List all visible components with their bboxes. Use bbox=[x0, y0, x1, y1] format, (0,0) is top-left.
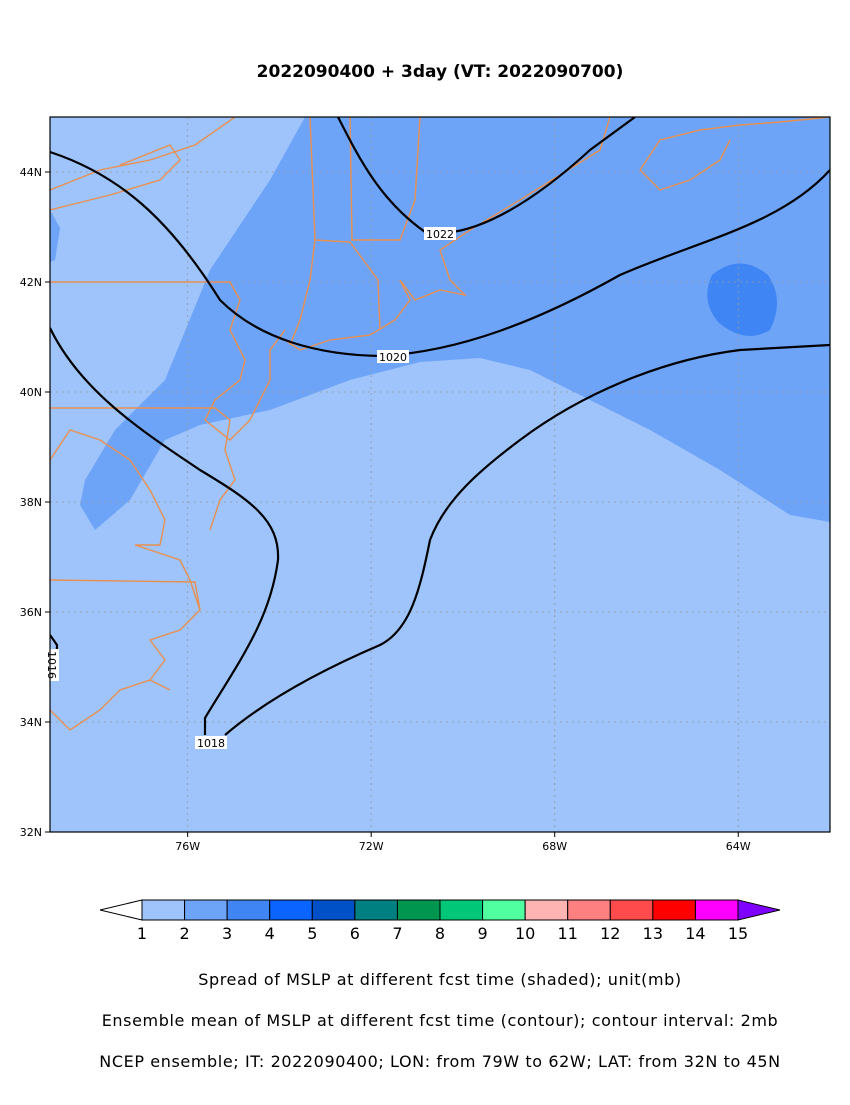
coastline bbox=[50, 407, 236, 531]
colorbar-label: 5 bbox=[307, 924, 317, 943]
colorbar-label: 7 bbox=[392, 924, 402, 943]
colorbar-box bbox=[652, 899, 696, 921]
colorbar-box bbox=[269, 899, 313, 921]
y-tick-label: 42N bbox=[20, 276, 42, 289]
contour-label: 1022 bbox=[424, 227, 456, 241]
title: 2022090400 + 3day (VT: 2022090700) bbox=[257, 62, 624, 82]
coastline bbox=[50, 281, 286, 441]
coastline bbox=[639, 139, 731, 191]
coastline bbox=[284, 117, 611, 351]
colorbar-box bbox=[396, 899, 441, 921]
colorbar-box bbox=[524, 899, 569, 921]
colorbar-label: 10 bbox=[515, 924, 535, 943]
colorbar-box bbox=[694, 899, 739, 921]
colorbar-label: 12 bbox=[600, 924, 620, 943]
y-tick-label: 34N bbox=[20, 716, 42, 729]
coastline bbox=[349, 117, 421, 241]
contour-value: 1022 bbox=[426, 228, 454, 241]
caption: Spread of MSLP at different fcst time (s… bbox=[198, 970, 682, 989]
map-area bbox=[50, 117, 830, 832]
x-tick-label: 72W bbox=[359, 840, 384, 853]
colorbar: 1 2 3 4 5 6 7 8 9 10 11 12 13 14 15 bbox=[99, 899, 781, 943]
caption: NCEP ensemble; IT: 2022090400; LON: from… bbox=[99, 1052, 780, 1071]
colorbar-label: 14 bbox=[685, 924, 705, 943]
colorbar-box bbox=[439, 899, 484, 921]
contour-line bbox=[50, 327, 830, 736]
colorbar-under bbox=[99, 899, 143, 921]
y-tick-label: 36N bbox=[20, 606, 42, 619]
colorbar-label: 2 bbox=[179, 924, 189, 943]
coastlines bbox=[50, 117, 830, 731]
coastline bbox=[50, 117, 236, 191]
y-tick-label: 40N bbox=[20, 386, 42, 399]
coastline bbox=[50, 144, 181, 211]
label-box bbox=[377, 350, 409, 363]
colorbar-label: 3 bbox=[222, 924, 232, 943]
x-tick-label: 68W bbox=[542, 840, 567, 853]
shade-level-2 bbox=[80, 117, 830, 530]
y-tick-label: 44N bbox=[20, 166, 42, 179]
colorbar-label: 13 bbox=[643, 924, 663, 943]
colorbar-label: 6 bbox=[350, 924, 360, 943]
coastline bbox=[289, 117, 316, 346]
x-tick-label: 76W bbox=[175, 840, 200, 853]
colorbar-box bbox=[184, 899, 228, 921]
colorbar-label: 15 bbox=[728, 924, 748, 943]
colorbar-label: 1 bbox=[137, 924, 147, 943]
coastline bbox=[50, 429, 201, 611]
contour-label: 1018 bbox=[195, 736, 227, 750]
colorbar-box bbox=[311, 899, 356, 921]
colorbar-box bbox=[482, 899, 526, 921]
x-tick-label: 64W bbox=[726, 840, 751, 853]
label-box bbox=[424, 227, 456, 240]
axes: 76W 72W 68W 64W 44N 42N 40N 38N 36N 34N 32N bbox=[20, 166, 751, 853]
captions: Spread of MSLP at different fcst time (s… bbox=[99, 970, 780, 1071]
map-frame bbox=[49, 116, 831, 833]
label-box bbox=[46, 649, 59, 681]
colorbar-box bbox=[141, 899, 186, 921]
colorbar-label: 8 bbox=[435, 924, 445, 943]
y-tick-label: 32N bbox=[20, 826, 42, 839]
contour-value: 1016 bbox=[45, 651, 58, 679]
colorbar-label: 4 bbox=[265, 924, 275, 943]
coastline bbox=[50, 579, 201, 691]
caption: Ensemble mean of MSLP at different fcst … bbox=[102, 1011, 779, 1030]
colorbar-label: 9 bbox=[477, 924, 487, 943]
contour-label: 1016 bbox=[45, 649, 59, 681]
contour-labels: 1022 1020 1018 1016 bbox=[45, 227, 456, 750]
contour-label: 1020 bbox=[377, 350, 409, 364]
colorbar-box bbox=[567, 899, 611, 921]
coastline bbox=[50, 679, 151, 731]
colorbar-over bbox=[737, 899, 781, 921]
y-tick-label: 38N bbox=[20, 496, 42, 509]
coastline bbox=[314, 239, 381, 331]
shade-level-2 bbox=[50, 210, 60, 262]
contour-value: 1020 bbox=[379, 351, 407, 364]
colorbar-box bbox=[354, 899, 398, 921]
colorbar-label: 11 bbox=[558, 924, 578, 943]
label-box bbox=[195, 736, 227, 749]
coastline bbox=[639, 117, 830, 171]
grid bbox=[50, 117, 830, 832]
colorbar-box bbox=[226, 899, 271, 921]
colorbar-box bbox=[609, 899, 654, 921]
contour-value: 1018 bbox=[197, 737, 225, 750]
